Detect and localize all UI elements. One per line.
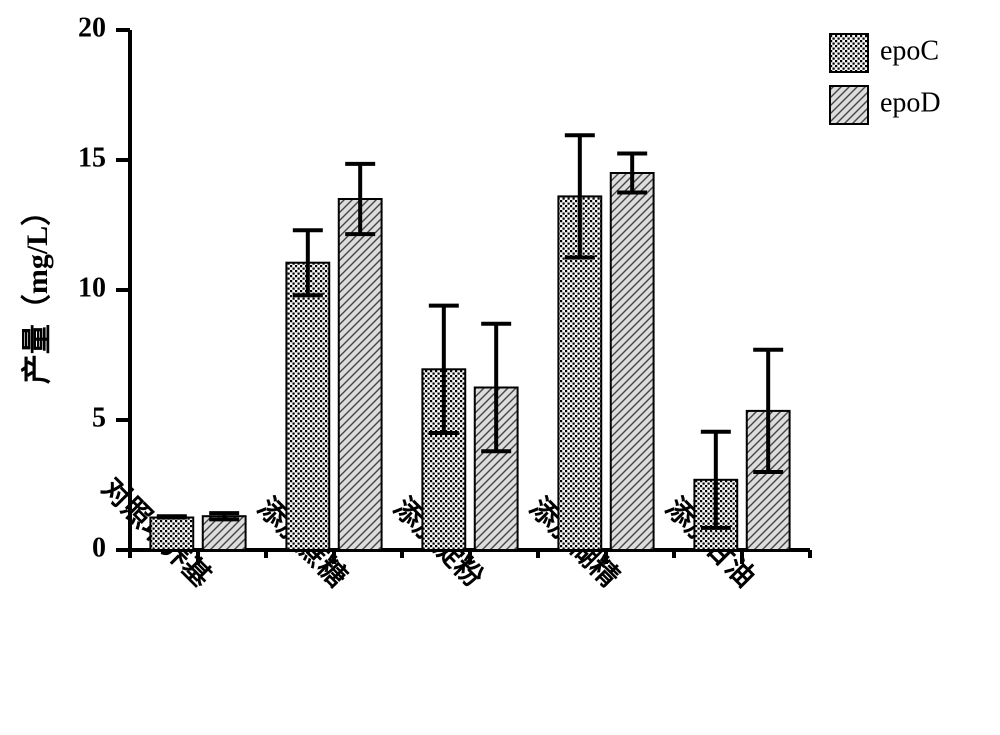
bar-epoD (339, 199, 382, 550)
y-tick-label: 0 (92, 532, 106, 563)
bar-epoC (150, 518, 193, 551)
revenue-chart: 05101520产量（mg/L）对照培养基添加蔗糖添加淀粉添加糊精添加甘油epo… (0, 0, 1000, 735)
bar-epoD (611, 173, 654, 550)
y-tick-label: 15 (78, 142, 106, 173)
y-tick-label: 5 (92, 402, 106, 433)
legend-label-epoC: epoC (880, 35, 939, 66)
bar-epoC (286, 263, 329, 550)
legend-label-epoD: epoD (880, 87, 941, 118)
legend-swatch-epoD (830, 86, 868, 124)
y-tick-label: 20 (78, 12, 106, 43)
y-axis-label: 产量（mg/L） (20, 196, 54, 384)
legend-swatch-epoC (830, 34, 868, 72)
y-tick-label: 10 (78, 272, 106, 303)
